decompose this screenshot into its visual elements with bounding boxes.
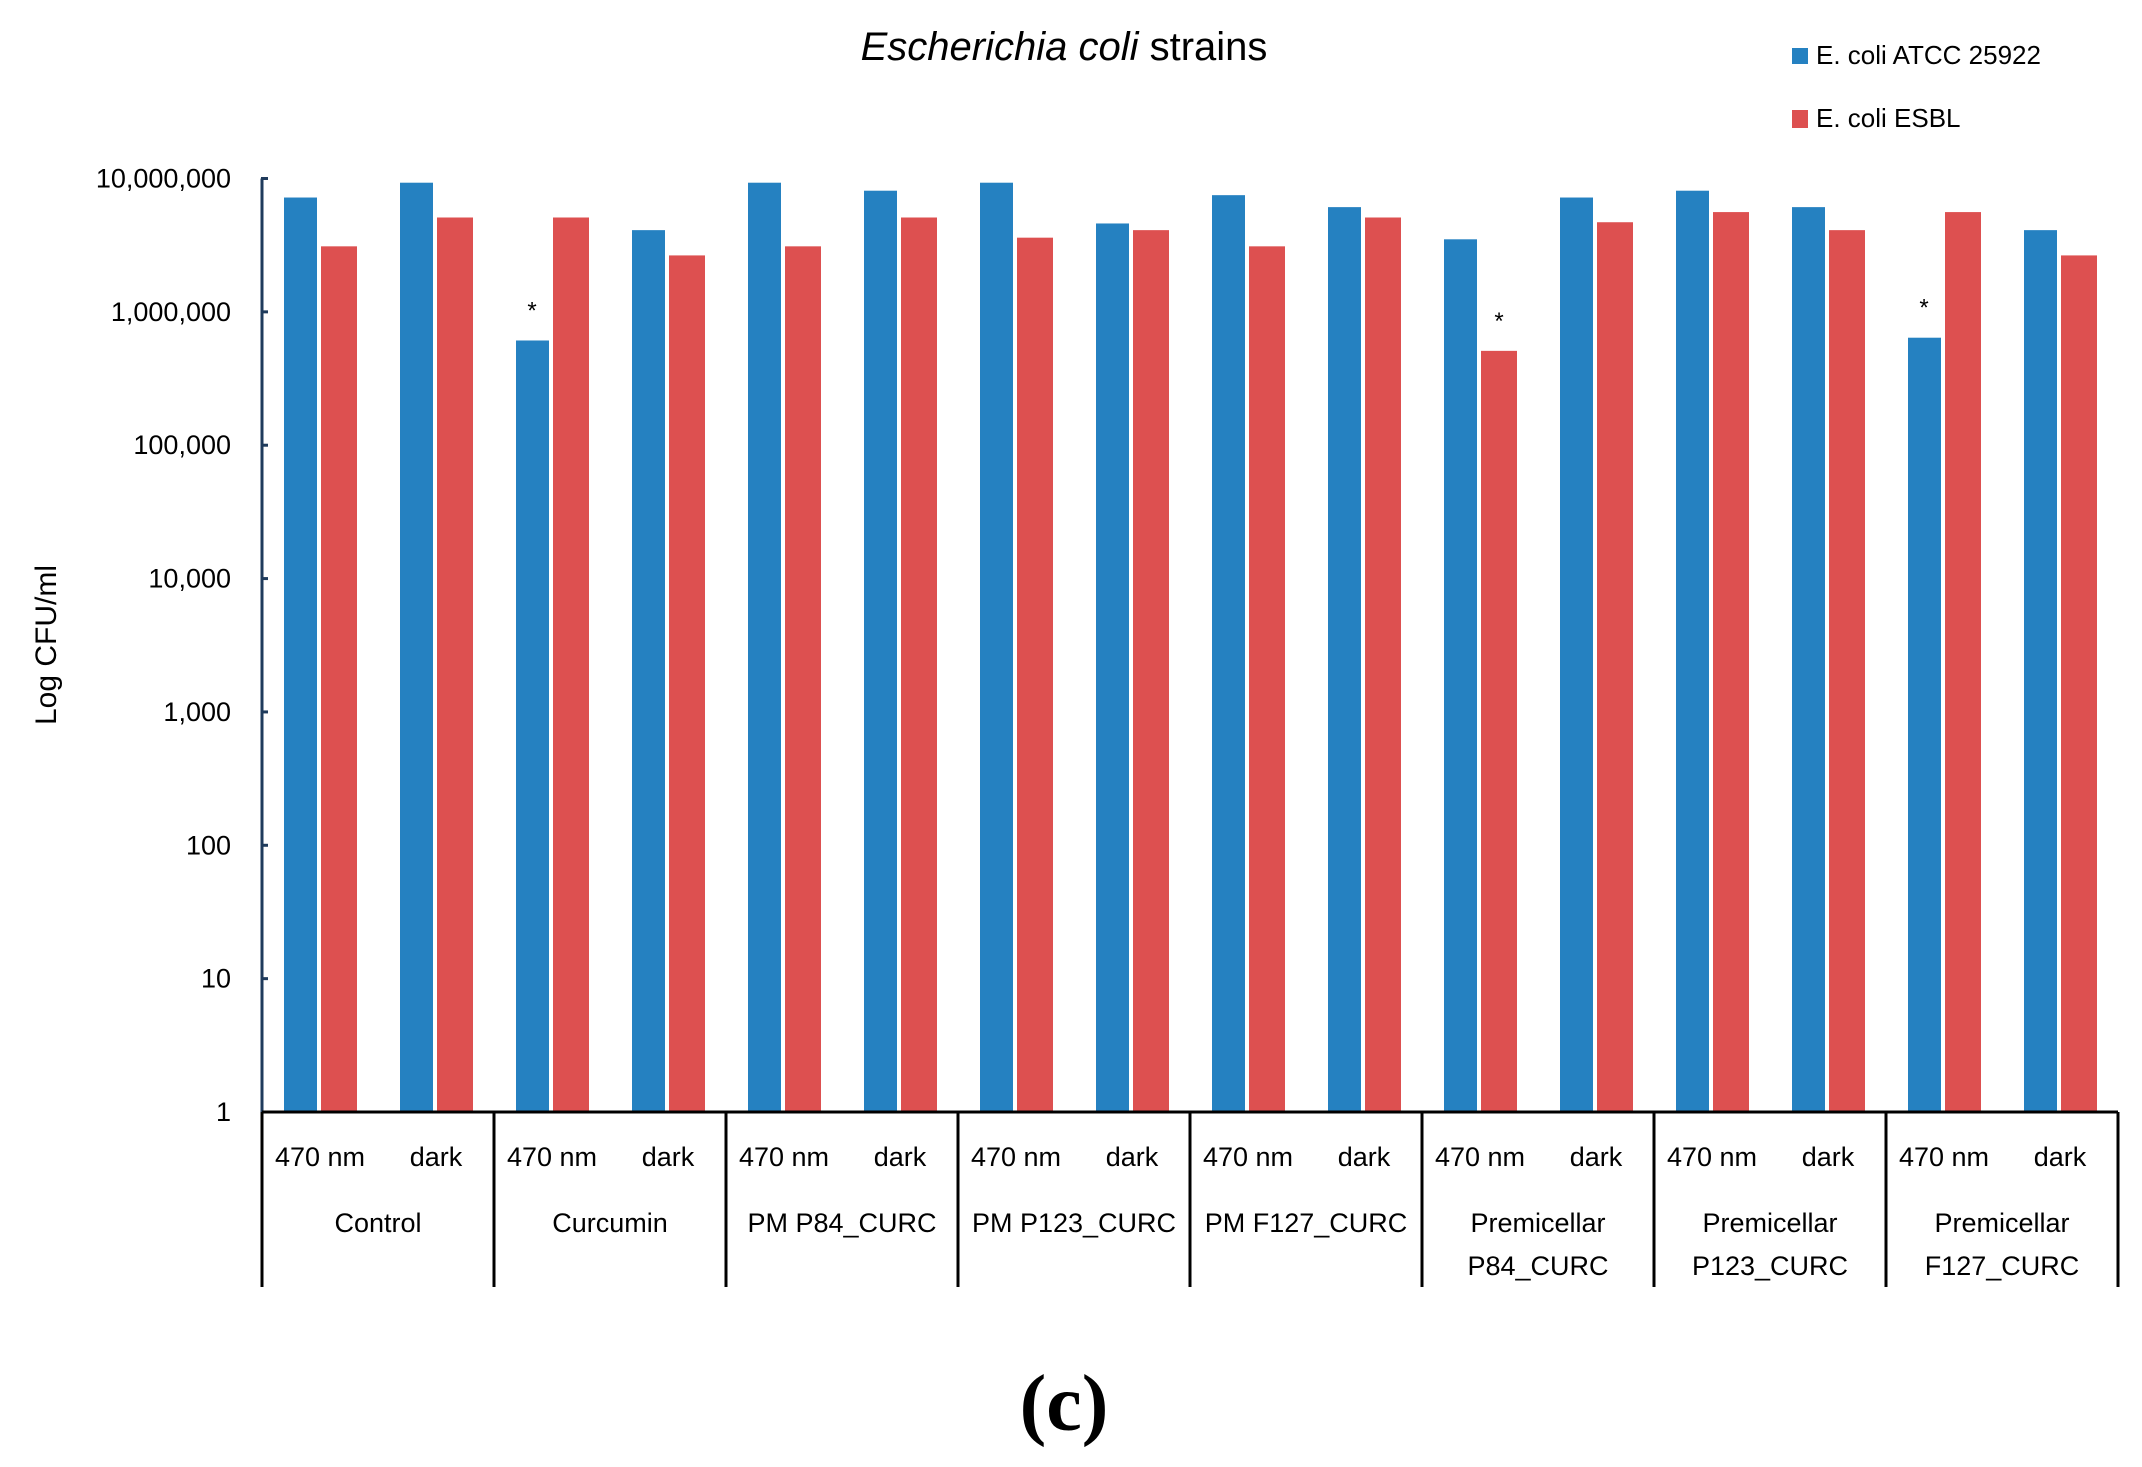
y-axis-title: Log CFU/ml xyxy=(30,565,63,725)
legend-swatch-esbl xyxy=(1792,110,1808,128)
bar-esbl xyxy=(1017,237,1053,1112)
x-subcategory-label: dark xyxy=(642,1142,695,1172)
bar-atcc xyxy=(1328,207,1361,1112)
y-tick-label: 10,000 xyxy=(148,564,231,594)
bar-atcc xyxy=(1212,195,1245,1112)
bar-esbl xyxy=(1945,212,1981,1112)
x-subcategory-label: 470 nm xyxy=(739,1142,829,1172)
x-subcategory-label: dark xyxy=(1338,1142,1391,1172)
x-group-label: PM F127_CURC xyxy=(1205,1208,1408,1238)
x-axis: 470 nm dark 470 nm dark 470 nm dark 470 nm dark… xyxy=(260,1110,2120,1287)
x-group-label: Premicellar xyxy=(1470,1208,1605,1238)
x-subcategory-label: dark xyxy=(1106,1142,1159,1172)
x-subcategory-label: 470 nm xyxy=(1899,1142,1989,1172)
significance-asterisk: * xyxy=(1494,308,1503,335)
bar-esbl xyxy=(901,217,937,1112)
y-tick-label: 1,000 xyxy=(163,697,231,727)
bar-esbl xyxy=(669,255,705,1112)
bar-atcc xyxy=(284,197,317,1112)
x-group-label: Curcumin xyxy=(552,1208,668,1238)
bar-atcc xyxy=(1676,190,1709,1113)
y-tick-label: 10,000,000 xyxy=(96,164,231,194)
x-subcategory-label: 470 nm xyxy=(1667,1142,1757,1172)
x-group-label: PM P84_CURC xyxy=(747,1208,936,1238)
y-tick-label: 1 xyxy=(216,1097,231,1127)
x-subcategory-label: dark xyxy=(1802,1142,1855,1172)
x-subcategory-label: 470 nm xyxy=(275,1142,365,1172)
bars: * * * xyxy=(284,182,2097,1113)
y-tick-label: 100,000 xyxy=(133,430,231,460)
bar-atcc xyxy=(632,230,665,1112)
bar-esbl xyxy=(2061,255,2097,1112)
bar-esbl xyxy=(321,246,357,1112)
bar-esbl xyxy=(1713,212,1749,1112)
significance-asterisk: * xyxy=(527,297,536,324)
y-tick-label: 1,000,000 xyxy=(111,297,231,327)
bar-esbl xyxy=(785,246,821,1112)
bar-esbl xyxy=(1829,230,1865,1112)
bar-atcc xyxy=(400,182,433,1113)
bar-esbl xyxy=(1133,230,1169,1112)
bar-esbl xyxy=(1365,217,1401,1112)
bar-esbl xyxy=(1481,350,1517,1112)
bar-atcc xyxy=(1792,207,1825,1112)
bar-atcc xyxy=(864,190,897,1113)
bar-esbl xyxy=(437,217,473,1112)
x-group-label: P84_CURC xyxy=(1467,1251,1608,1281)
x-group-label: Premicellar xyxy=(1702,1208,1837,1238)
x-subcategory-label: 470 nm xyxy=(971,1142,1061,1172)
x-subcategory-label: 470 nm xyxy=(1435,1142,1525,1172)
x-subcategory-label: dark xyxy=(1570,1142,1623,1172)
x-subcategory-label: 470 nm xyxy=(507,1142,597,1172)
legend: E. coli ATCC 25922 E. coli ESBL xyxy=(1792,40,2041,133)
bar-esbl xyxy=(1249,246,1285,1112)
x-group-label: P123_CURC xyxy=(1692,1251,1848,1281)
bar-atcc xyxy=(2024,230,2057,1112)
x-group-label: PM P123_CURC xyxy=(972,1208,1176,1238)
x-subcategory-label: 470 nm xyxy=(1203,1142,1293,1172)
x-subcategory-label: dark xyxy=(410,1142,463,1172)
bar-esbl xyxy=(553,217,589,1112)
bar-atcc xyxy=(516,340,549,1112)
bar-atcc xyxy=(1096,223,1129,1113)
legend-swatch-atcc xyxy=(1792,48,1808,64)
x-group-label: F127_CURC xyxy=(1925,1251,2080,1281)
panel-label: (c) xyxy=(1020,1360,1109,1448)
x-subcategory-label: dark xyxy=(874,1142,927,1172)
x-subcategory-label: dark xyxy=(2034,1142,2087,1172)
y-axis: 1 10 100 1,000 10,000 100,000 1,000,000 10,000,… xyxy=(96,164,268,1127)
x-group-label: Control xyxy=(334,1208,421,1238)
y-tick-label: 100 xyxy=(186,830,231,860)
x-group-label: Premicellar xyxy=(1934,1208,2069,1238)
bar-atcc xyxy=(748,182,781,1113)
legend-label-atcc: E. coli ATCC 25922 xyxy=(1816,40,2041,70)
bar-esbl xyxy=(1597,222,1633,1112)
bar-atcc xyxy=(1444,239,1477,1113)
y-tick-label: 10 xyxy=(201,964,231,994)
bar-atcc xyxy=(1560,197,1593,1112)
bar-atcc xyxy=(1908,337,1941,1112)
legend-label-esbl: E. coli ESBL xyxy=(1816,103,1961,133)
bar-atcc xyxy=(980,182,1013,1113)
significance-asterisk: * xyxy=(1919,295,1928,322)
chart-title: Escherichia coli strains xyxy=(861,25,1268,69)
